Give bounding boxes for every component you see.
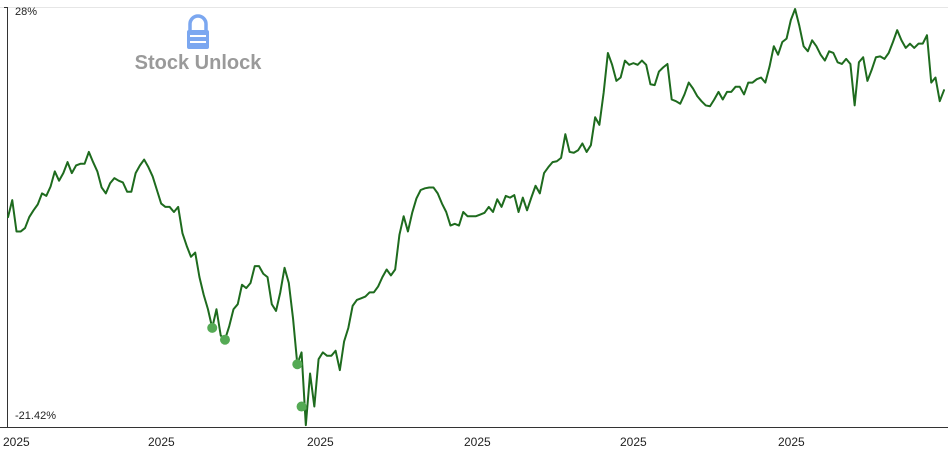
x-tick-label: 2025: [3, 435, 30, 449]
x-tick-label: 2025: [620, 435, 647, 449]
highlight-point: [292, 359, 303, 370]
x-tick-label: 2025: [148, 435, 175, 449]
x-tick-label: 2025: [307, 435, 334, 449]
brand-watermark: Stock Unlock: [128, 14, 268, 75]
lock-icon: [187, 14, 209, 49]
y-tick-label-max: 28%: [15, 6, 38, 18]
brand-name: Stock Unlock: [134, 52, 262, 74]
highlight-point: [219, 334, 230, 345]
x-tick-label: 2025: [778, 435, 805, 449]
series-line: [7, 8, 945, 427]
highlight-point: [296, 401, 307, 412]
x-tick-label: 2025: [464, 435, 491, 449]
highlight-point: [207, 322, 218, 333]
y-tick-label-min: -21.42%: [15, 410, 56, 422]
